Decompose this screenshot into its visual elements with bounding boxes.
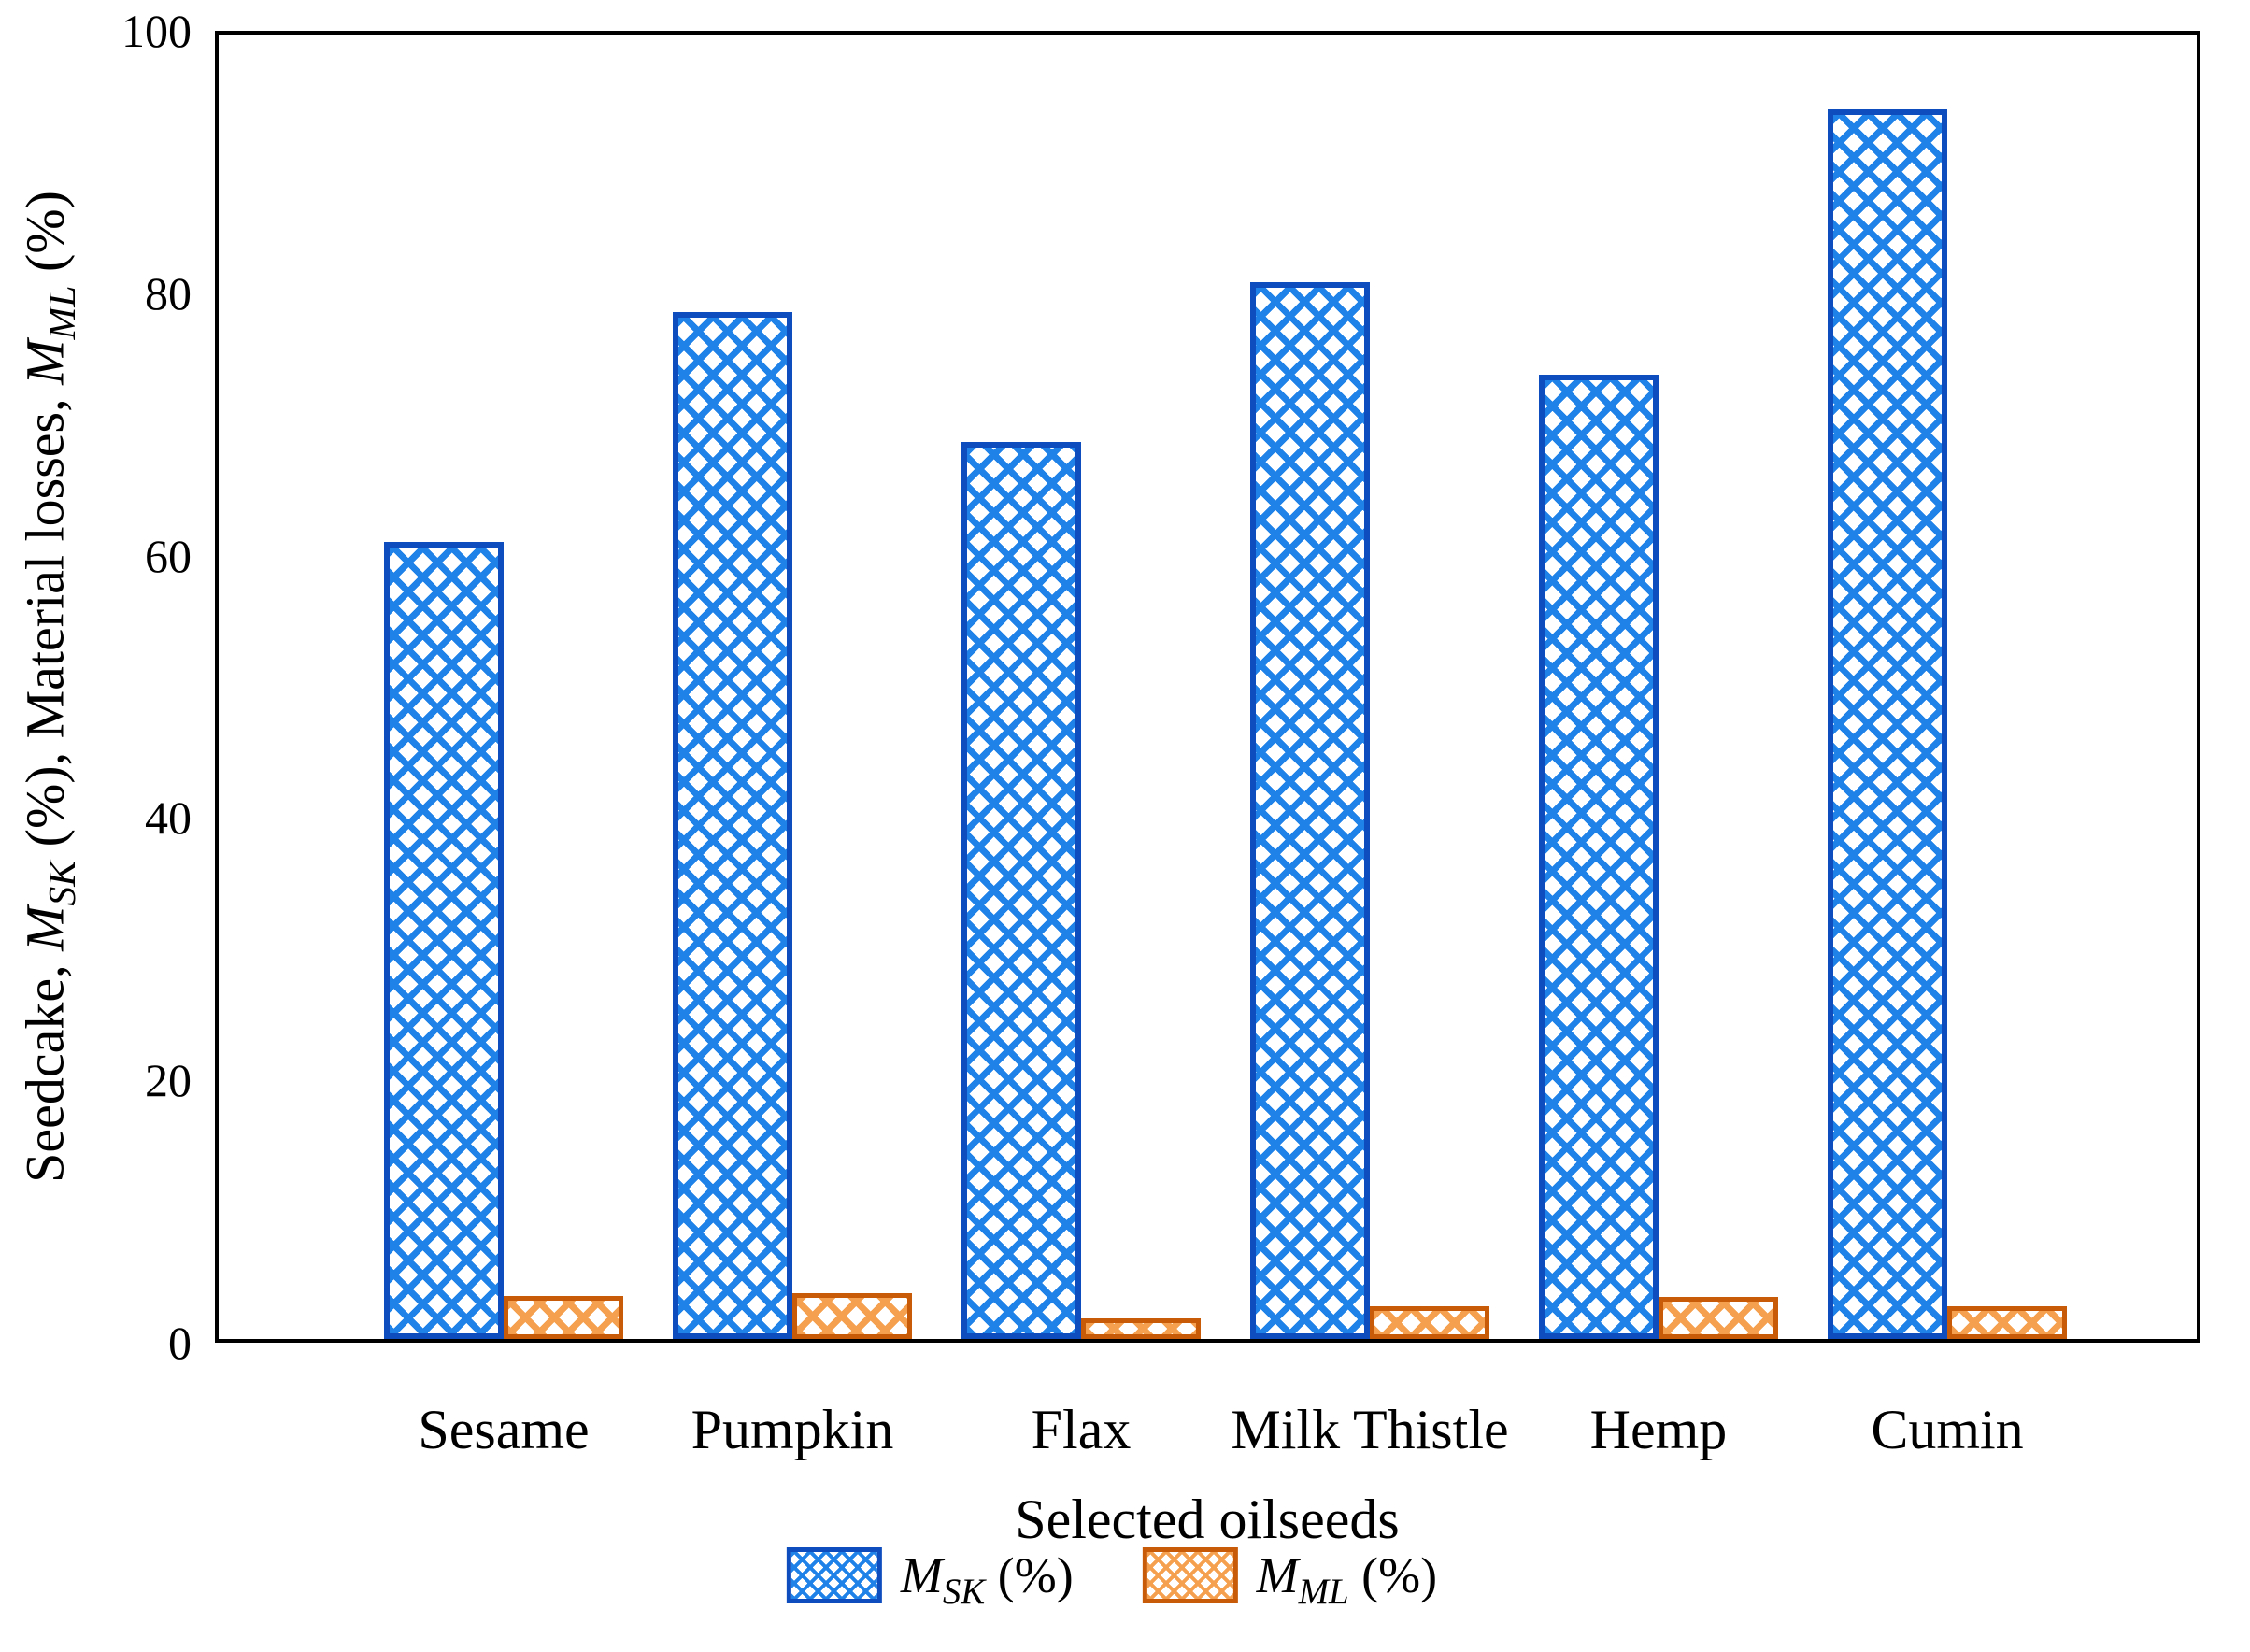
legend-label-mml: MML (%): [1256, 1546, 1438, 1610]
y-tick-label-100: 100: [121, 5, 192, 57]
legend-mml-unit: (%): [1348, 1547, 1438, 1603]
legend-item-mml: MML (%): [1142, 1546, 1438, 1610]
legend-swatch-msk-icon: [786, 1547, 882, 1603]
bar-msk-flax: [961, 442, 1081, 1339]
legend-msk-subscript: SK: [942, 1571, 986, 1612]
y-tick-label-60: 60: [145, 530, 192, 582]
bar-mml-pumpkin: [792, 1293, 912, 1339]
bar-mml-cumin: [1947, 1306, 2067, 1339]
y-axis-title-msk-subscript: SK: [41, 860, 85, 906]
bar-msk-cumin: [1828, 109, 1947, 1339]
bar-mml-milk-thistle: [1370, 1306, 1489, 1339]
bar-mml-hemp: [1659, 1297, 1778, 1339]
bar-msk-sesame: [384, 542, 504, 1339]
legend-msk-symbol: M: [900, 1547, 943, 1603]
bar-msk-milk-thistle: [1250, 282, 1370, 1339]
plot-area: [215, 31, 2200, 1343]
y-tick-label-0: 0: [168, 1317, 192, 1369]
x-tick-label-sesame: Sesame: [418, 1399, 590, 1460]
legend-label-msk: MSK (%): [900, 1546, 1074, 1610]
x-tick-label-hemp: Hemp: [1589, 1399, 1728, 1460]
y-tick-label-20: 20: [145, 1054, 192, 1106]
legend-item-msk: MSK (%): [786, 1546, 1074, 1610]
bar-mml-flax: [1081, 1318, 1201, 1339]
legend-mml-subscript: ML: [1298, 1571, 1349, 1612]
legend-swatch-mml-icon: [1142, 1547, 1238, 1603]
x-tick-label-cumin: Cumin: [1871, 1399, 2024, 1460]
x-tick-label-milk-thistle: Milk Thistle: [1231, 1399, 1509, 1460]
bar-mml-sesame: [504, 1296, 623, 1339]
x-tick-label-flax: Flax: [1031, 1399, 1132, 1460]
legend-msk-unit: (%): [985, 1547, 1074, 1603]
x-axis-title: Selected oilseeds: [1015, 1488, 1400, 1550]
legend-mml-symbol: M: [1256, 1547, 1299, 1603]
y-axis-title-mml-symbol: M: [14, 339, 76, 385]
y-axis-title-msk-symbol: M: [14, 905, 76, 951]
bar-msk-hemp: [1539, 375, 1659, 1339]
y-tick-label-80: 80: [145, 267, 192, 320]
x-tick-label-pumpkin: Pumpkin: [691, 1399, 894, 1460]
chart-legend: MSK (%) MML (%): [786, 1546, 1438, 1610]
bar-msk-pumpkin: [673, 312, 792, 1339]
y-tick-label-40: 40: [145, 791, 192, 844]
y-axis-title: Seedcake, MSK (%), Material losses, MML …: [14, 191, 85, 1183]
